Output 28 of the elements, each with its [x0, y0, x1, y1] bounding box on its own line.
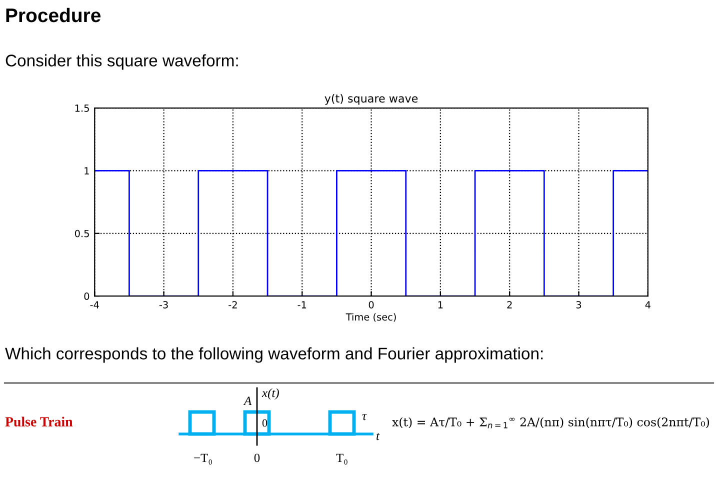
- x-tick-label: -2: [228, 301, 237, 308]
- x-tick-label: -3: [159, 301, 168, 308]
- text: Procedure: [6, 8, 101, 22]
- x-tick-label: 3: [576, 301, 582, 308]
- x-tick-label: -1: [298, 301, 306, 308]
- text: x(t) = Aτ/T₀ + Σ$_{n=1}$$^{∞}$ 2A/(nπ) sin(nπτ/T₀) cos(2nπt/T₀): [392, 417, 710, 428]
- text: Consider this square waveform:: [6, 54, 238, 70]
- x-axis-title: Time (sec): [346, 313, 396, 322]
- y-tick-label: 1: [84, 167, 89, 174]
- text: Pulse Train: [5, 416, 73, 427]
- chart-title: y(t) square wave: [324, 94, 418, 105]
- x-tick-label: 4: [645, 301, 650, 308]
- x-tick-label: -4: [90, 301, 99, 308]
- text: t: [376, 432, 380, 440]
- x-tick-label: 2: [507, 301, 512, 308]
- text: Which corresponds to the following waveform and Fourier approximation:: [5, 347, 543, 363]
- text: A: [243, 396, 252, 406]
- text: x(t): [262, 388, 279, 400]
- text: −T₀: [194, 454, 212, 465]
- y-tick-label: 0: [84, 292, 90, 300]
- text: 0: [254, 454, 260, 462]
- text: τ: [362, 414, 367, 420]
- x-tick-label: 1: [438, 301, 443, 308]
- x-tick-label: 0: [368, 301, 374, 308]
- y-tick-label: 0.5: [74, 230, 89, 238]
- y-tick-label: 1.5: [75, 104, 89, 112]
- text: T₀: [336, 454, 348, 465]
- text: 0: [262, 419, 268, 427]
